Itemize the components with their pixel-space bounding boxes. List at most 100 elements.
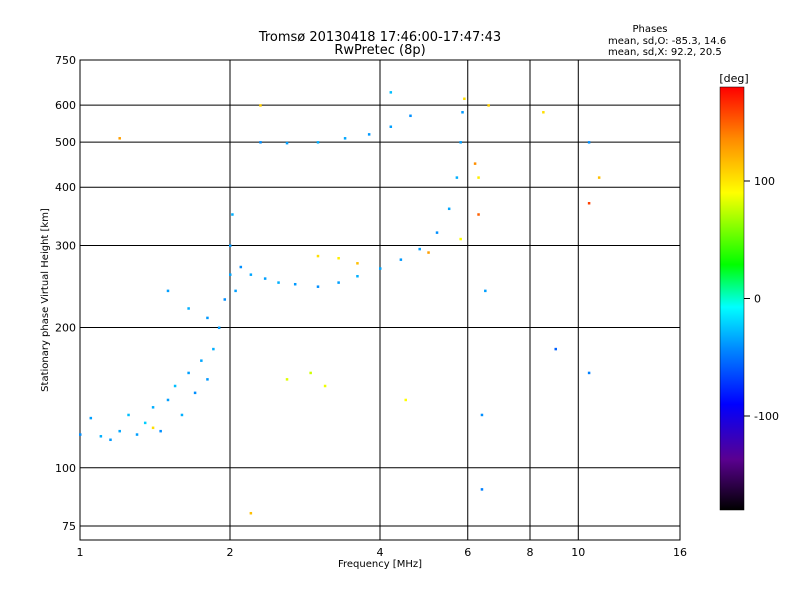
data-point (323, 384, 327, 388)
y-tick-label: 75 (62, 520, 76, 533)
x-axis-label: Frequency [MHz] (338, 559, 422, 570)
data-point (151, 406, 155, 409)
data-point (180, 413, 184, 417)
data-point (206, 316, 209, 320)
colorbar-tick-label: 100 (754, 175, 775, 188)
colorbar-ticks: 100 0 -100 (744, 175, 779, 423)
grid-lines (79, 59, 681, 540)
data-point (229, 244, 232, 247)
x-tick-label: 10 (571, 546, 585, 559)
data-point (293, 282, 297, 286)
data-point (89, 416, 93, 420)
data-point (159, 429, 162, 433)
data-point (480, 488, 484, 491)
data-point (447, 207, 451, 211)
data-point (316, 285, 320, 288)
data-point (249, 273, 253, 276)
data-point (487, 104, 490, 107)
data-point (399, 258, 403, 261)
y-tick-label: 400 (55, 181, 76, 194)
data-point (285, 378, 289, 381)
y-tick-label: 200 (55, 322, 76, 335)
data-point (459, 237, 462, 241)
data-point (542, 111, 545, 114)
y-tick-label: 100 (55, 462, 76, 475)
data-point (484, 289, 487, 293)
y-tick-label: 600 (55, 99, 76, 112)
data-point (229, 273, 232, 276)
x-tick-label: 4 (377, 546, 384, 559)
data-point (459, 141, 462, 144)
data-point (356, 274, 359, 278)
data-point (418, 247, 421, 251)
data-point (223, 298, 227, 301)
data-point (166, 289, 170, 293)
data-point (118, 137, 121, 140)
data-point (316, 141, 320, 144)
data-point (316, 254, 320, 258)
y-tick-label: 300 (55, 239, 76, 252)
data-point (249, 511, 253, 515)
data-point (367, 133, 371, 136)
data-point (343, 137, 347, 140)
data-point (259, 104, 262, 107)
data-point (166, 398, 170, 402)
data-point (587, 371, 591, 375)
data-point (597, 176, 601, 179)
x-tick-label: 8 (527, 546, 534, 559)
data-point (187, 371, 190, 375)
y-tick-labels: 75 100 200 300 400 500 600 750 (55, 54, 76, 533)
y-axis-label: Stationary phase Virtual Height [km] (40, 208, 51, 392)
colorbar-tick-label: -100 (754, 410, 779, 423)
colorbar (719, 86, 745, 511)
stats-o-line: mean, sd,O: -85.3, 14.6 (608, 36, 726, 47)
data-point (212, 347, 215, 351)
data-point (135, 433, 139, 436)
data-point (234, 289, 237, 293)
y-tick-label: 500 (55, 136, 76, 149)
data-point (337, 256, 340, 260)
data-point (389, 91, 393, 94)
data-point (427, 251, 430, 254)
data-point (455, 176, 459, 179)
y-tick-label: 750 (55, 54, 76, 67)
data-point (404, 398, 407, 402)
colorbar-tick-label: 0 (754, 293, 761, 306)
data-point (587, 141, 591, 144)
data-point (193, 391, 197, 395)
data-point (480, 413, 484, 417)
data-point (337, 281, 340, 284)
stats-x-line: mean, sd,X: 92.2, 20.5 (608, 47, 722, 58)
data-point (200, 359, 203, 362)
data-point (217, 326, 221, 330)
data-point (277, 281, 280, 284)
chart-subtitle: RwPretec (8p) (334, 43, 425, 58)
data-point (554, 347, 557, 351)
data-point (239, 265, 243, 269)
data-point (356, 262, 359, 265)
data-point (118, 429, 121, 433)
stats-heading: Phases (632, 24, 667, 35)
data-point (285, 141, 289, 145)
x-tick-label: 16 (673, 546, 687, 559)
data-point (477, 176, 480, 179)
data-point (206, 378, 209, 381)
x-tick-label: 6 (464, 546, 471, 559)
data-point (187, 307, 190, 310)
data-point (409, 114, 412, 118)
data-point (389, 125, 393, 128)
data-point (461, 111, 464, 114)
data-points (79, 91, 601, 515)
data-point (173, 384, 177, 388)
x-tick-label: 2 (227, 546, 234, 559)
data-point (379, 267, 382, 270)
data-point (463, 97, 466, 101)
data-point (231, 213, 234, 216)
data-point (79, 433, 82, 436)
data-point (477, 213, 480, 216)
chart-title: Tromsø 20130418 17:46:00-17:47:43 (258, 30, 501, 45)
data-point (473, 162, 477, 165)
data-point (109, 438, 112, 442)
data-point (587, 202, 591, 205)
